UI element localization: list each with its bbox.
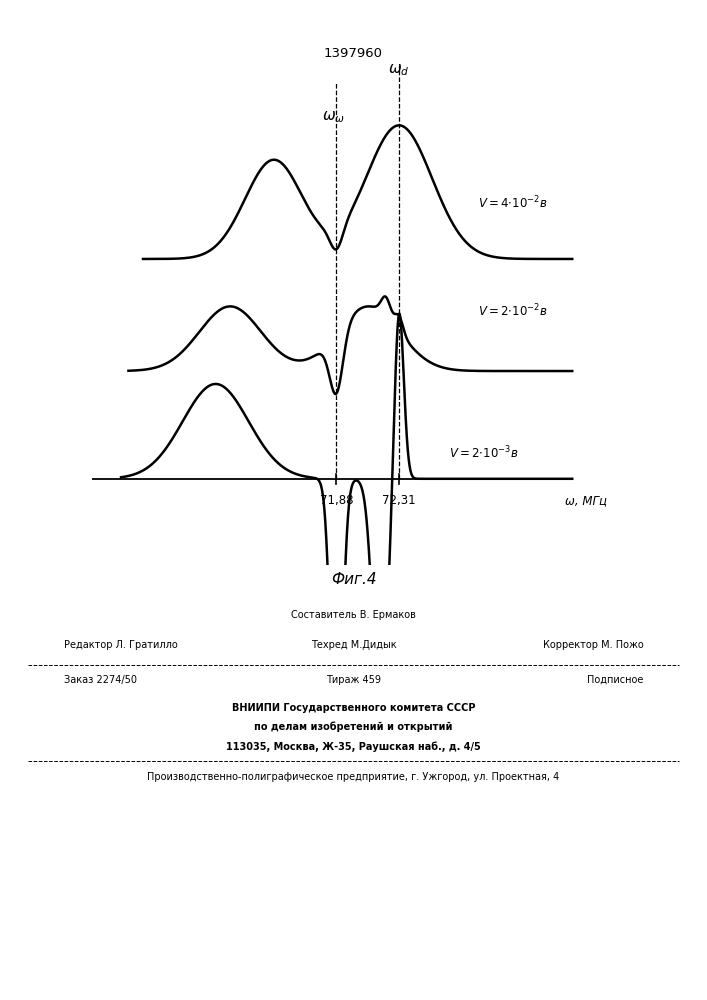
Text: $V{=}2{\cdot}10^{-2}$в: $V{=}2{\cdot}10^{-2}$в — [478, 302, 547, 319]
Text: Техред М.Дидык: Техред М.Дидык — [310, 640, 397, 650]
Text: Заказ 2274/50: Заказ 2274/50 — [64, 675, 136, 685]
Text: Фиг.4: Фиг.4 — [331, 572, 376, 587]
Text: 1397960: 1397960 — [324, 47, 383, 60]
Text: Редактор Л. Гратилло: Редактор Л. Гратилло — [64, 640, 177, 650]
Text: $\omega_d$: $\omega_d$ — [388, 62, 410, 78]
Text: $V{=}4{\cdot}10^{-2}$в: $V{=}4{\cdot}10^{-2}$в — [478, 195, 547, 211]
Text: Подписное: Подписное — [587, 675, 643, 685]
Text: ВНИИПИ Государственного комитета СССР: ВНИИПИ Государственного комитета СССР — [232, 703, 475, 713]
Text: 72,31: 72,31 — [382, 494, 416, 507]
Text: $V{=}2{\cdot}10^{-3}$в: $V{=}2{\cdot}10^{-3}$в — [448, 445, 518, 461]
Text: 71,88: 71,88 — [320, 494, 354, 507]
Text: Тираж 459: Тираж 459 — [326, 675, 381, 685]
Text: Составитель В. Ермаков: Составитель В. Ермаков — [291, 610, 416, 620]
Text: $\omega_\omega$: $\omega_\omega$ — [322, 110, 345, 125]
Text: по делам изобретений и открытий: по делам изобретений и открытий — [255, 722, 452, 732]
Text: Производственно-полиграфическое предприятие, г. Ужгород, ул. Проектная, 4: Производственно-полиграфическое предприя… — [147, 772, 560, 782]
Text: Корректор М. Пожо: Корректор М. Пожо — [542, 640, 643, 650]
Text: ω, МГц: ω, МГц — [565, 494, 607, 507]
Text: 113035, Москва, Ж-35, Раушская наб., д. 4/5: 113035, Москва, Ж-35, Раушская наб., д. … — [226, 741, 481, 752]
